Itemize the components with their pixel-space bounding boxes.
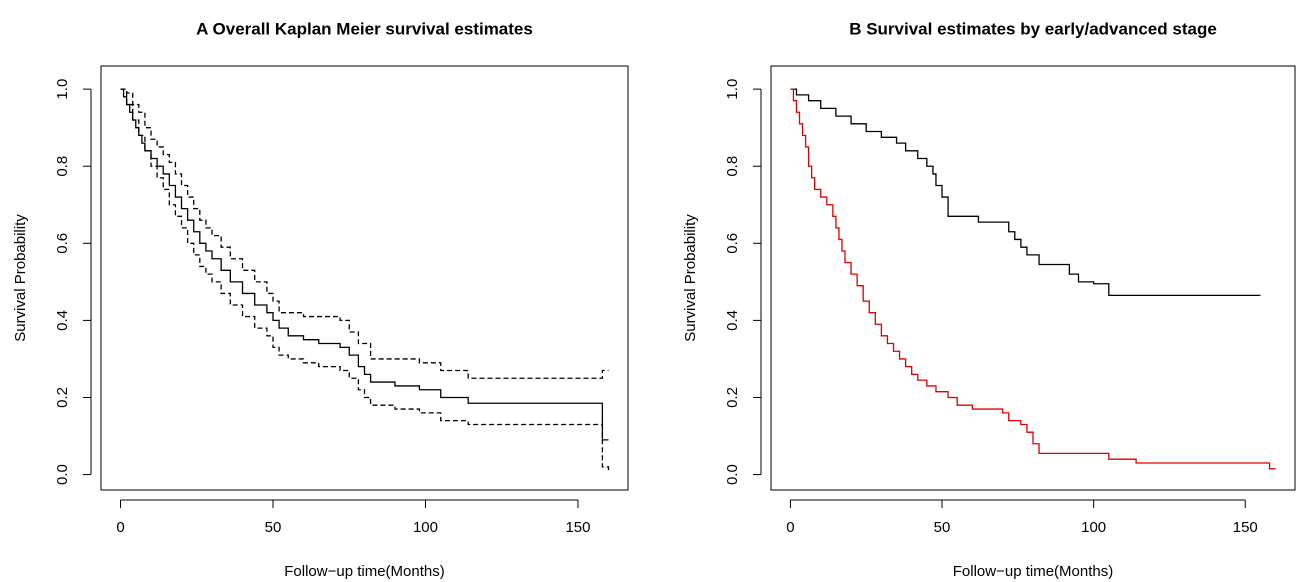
x-axis-label: Follow−up time(Months) [953, 563, 1113, 580]
survival-curve [790, 88, 1276, 470]
survival-curve [120, 88, 609, 441]
x-tick-label: 0 [786, 519, 794, 536]
y-tick-label: 0.2 [724, 387, 741, 408]
y-tick-label: 1.0 [724, 79, 741, 100]
y-tick-label: 0.8 [724, 156, 741, 177]
y-tick-label: 0.0 [724, 464, 741, 485]
y-tick-label: 0.4 [54, 310, 71, 331]
x-tick-label: 50 [265, 519, 282, 536]
y-tick-label: 0.2 [54, 387, 71, 408]
y-tick-label: 0.4 [724, 310, 741, 331]
y-axis-label: Survival Probability [12, 214, 29, 342]
chart-title: A Overall Kaplan Meier survival estimate… [196, 19, 533, 38]
chart-title: B Survival estimates by early/advanced s… [849, 19, 1217, 38]
y-axis-label: Survival Probability [682, 214, 699, 342]
x-tick-label: 0 [116, 519, 124, 536]
plot-box [100, 65, 629, 491]
x-tick-label: 100 [1081, 519, 1106, 536]
survival-curve [120, 88, 610, 471]
survival-curve [790, 88, 1261, 296]
x-axis-label: Follow−up time(Months) [284, 563, 444, 580]
y-tick-label: 0.8 [54, 156, 71, 177]
y-tick-label: 0.6 [54, 233, 71, 254]
x-tick-label: 150 [565, 519, 590, 536]
x-tick-label: 100 [413, 519, 438, 536]
x-tick-label: 50 [934, 519, 951, 536]
y-tick-label: 1.0 [54, 79, 71, 100]
plot-box [770, 65, 1296, 491]
x-tick-label: 150 [1233, 519, 1258, 536]
y-tick-label: 0.6 [724, 233, 741, 254]
y-tick-label: 0.0 [54, 464, 71, 485]
survival-curve [120, 88, 609, 379]
